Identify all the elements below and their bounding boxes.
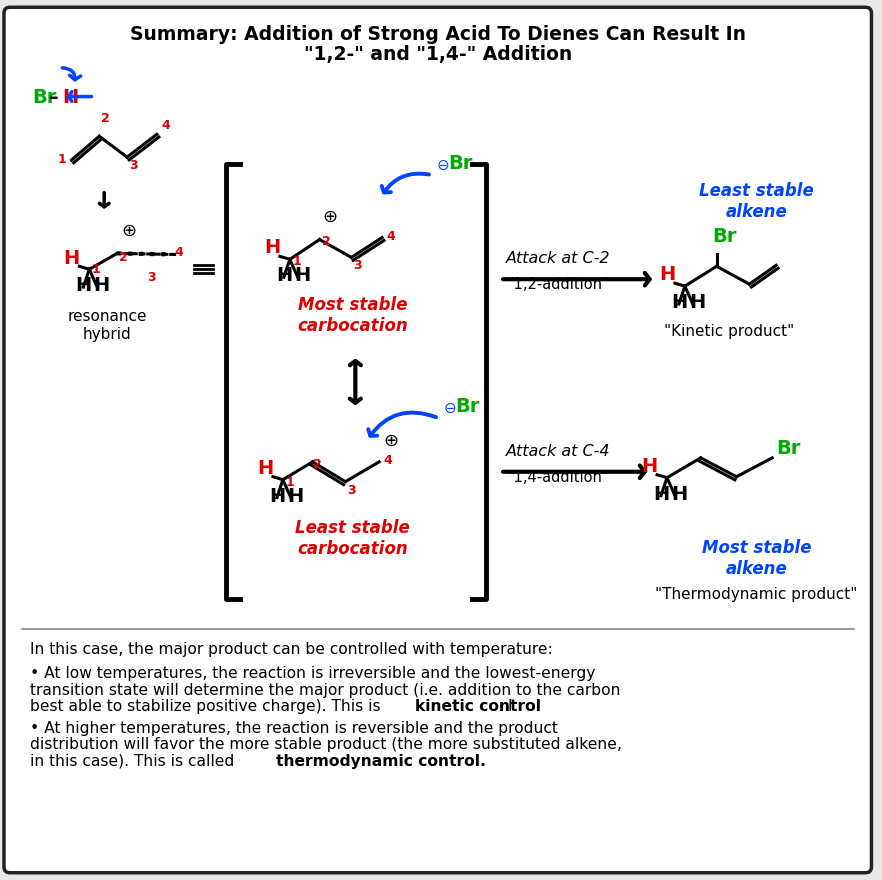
Text: H: H xyxy=(276,266,292,285)
Text: H: H xyxy=(264,238,280,258)
Text: H: H xyxy=(269,487,285,505)
Text: 1: 1 xyxy=(92,263,100,276)
Text: 3: 3 xyxy=(147,271,155,284)
Text: in this case). This is called: in this case). This is called xyxy=(30,753,239,768)
Text: Most stable
alkene: Most stable alkene xyxy=(701,539,811,578)
Text: H: H xyxy=(294,266,310,285)
Text: distribution will favor the more stable product (the more substituted alkene,: distribution will favor the more stable … xyxy=(30,737,622,752)
Text: 3: 3 xyxy=(348,484,356,496)
Text: H: H xyxy=(671,485,687,503)
Text: H: H xyxy=(641,457,657,476)
Text: "Thermodynamic product": "Thermodynamic product" xyxy=(655,587,857,602)
Text: Attack at C-2: Attack at C-2 xyxy=(506,252,610,267)
Text: 4: 4 xyxy=(175,246,183,260)
Text: 2: 2 xyxy=(322,236,331,248)
Text: H: H xyxy=(76,276,92,295)
Text: ⊖: ⊖ xyxy=(437,158,450,172)
Text: "1,2-addition": "1,2-addition" xyxy=(507,277,609,292)
Text: 1: 1 xyxy=(286,476,295,488)
Text: transition state will determine the major product (i.e. addition to the carbon: transition state will determine the majo… xyxy=(30,683,620,698)
Text: H: H xyxy=(671,293,687,312)
Text: H: H xyxy=(653,485,669,503)
Text: H: H xyxy=(257,458,273,478)
Text: H: H xyxy=(93,276,109,295)
Text: 4: 4 xyxy=(383,454,392,466)
Text: Br: Br xyxy=(456,397,480,416)
Text: 2: 2 xyxy=(312,458,321,471)
Text: 1: 1 xyxy=(293,255,302,268)
Text: ⊕: ⊕ xyxy=(323,208,338,225)
Text: resonance: resonance xyxy=(67,309,147,324)
Text: 4: 4 xyxy=(161,120,170,132)
Text: 2: 2 xyxy=(119,252,128,264)
Text: Br: Br xyxy=(713,228,737,246)
Text: Br: Br xyxy=(32,88,56,107)
Text: "Kinetic product": "Kinetic product" xyxy=(664,324,795,339)
Text: ⊕: ⊕ xyxy=(383,432,399,450)
Text: H: H xyxy=(63,88,78,107)
Text: Most stable
carbocation: Most stable carbocation xyxy=(297,296,407,335)
Text: Least stable
alkene: Least stable alkene xyxy=(699,182,814,221)
Text: kinetic control: kinetic control xyxy=(415,699,541,714)
Text: 3: 3 xyxy=(354,260,362,272)
Text: 2: 2 xyxy=(101,113,110,125)
Text: Summary: Addition of Strong Acid To Dienes Can Result In: Summary: Addition of Strong Acid To Dien… xyxy=(130,26,745,44)
Text: Attack at C-4: Attack at C-4 xyxy=(506,444,610,458)
Text: l.: l. xyxy=(507,699,517,714)
Text: In this case, the major product can be controlled with temperature:: In this case, the major product can be c… xyxy=(30,642,552,657)
Text: 4: 4 xyxy=(386,230,395,243)
Text: ⊖: ⊖ xyxy=(444,400,456,415)
Text: "1,2-" and "1,4-" Addition: "1,2-" and "1,4-" Addition xyxy=(303,45,572,64)
Text: Br: Br xyxy=(449,154,473,173)
Text: hybrid: hybrid xyxy=(83,326,131,341)
Text: H: H xyxy=(287,487,303,505)
Text: "1,4-addition": "1,4-addition" xyxy=(507,470,609,485)
Text: –: – xyxy=(49,88,58,107)
Text: H: H xyxy=(659,265,676,284)
Text: 3: 3 xyxy=(129,159,138,172)
Text: • At higher temperatures, the reaction is reversible and the product: • At higher temperatures, the reaction i… xyxy=(30,721,557,736)
Text: Br: Br xyxy=(776,439,801,458)
FancyBboxPatch shape xyxy=(4,7,871,873)
Text: • At low temperatures, the reaction is irreversible and the lowest-energy: • At low temperatures, the reaction is i… xyxy=(30,666,595,681)
Text: thermodynamic control.: thermodynamic control. xyxy=(276,753,486,768)
Text: best able to stabilize positive charge). This is: best able to stabilize positive charge).… xyxy=(30,699,385,714)
Text: H: H xyxy=(689,293,705,312)
Text: 1: 1 xyxy=(57,153,66,166)
Text: H: H xyxy=(64,249,79,268)
Text: Least stable
carbocation: Least stable carbocation xyxy=(295,519,410,558)
Text: ⊕: ⊕ xyxy=(121,222,136,239)
